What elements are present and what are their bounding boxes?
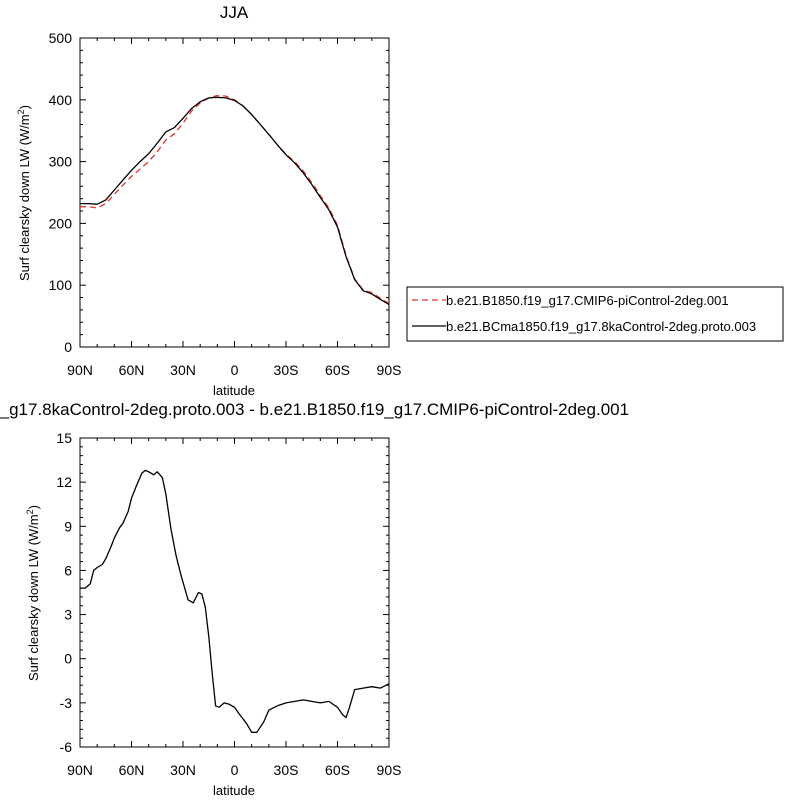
bottom-x-tick-label: 0: [231, 762, 239, 778]
top-x-ticks: 90N 60N 30N 0 30S 60S 90S: [67, 38, 401, 378]
bottom-x-axis-label: latitude: [213, 783, 255, 798]
top-y-tick-label: 0: [64, 339, 72, 355]
top-y-tick-label: 500: [49, 30, 73, 46]
top-y-axis-label-sup: 2: [16, 109, 26, 114]
bottom-y-tick-label: -6: [60, 739, 73, 755]
bottom-y-tick-label: 15: [56, 430, 72, 446]
top-x-tick-label: 60N: [119, 362, 145, 378]
top-y-ticks: 0 100 200 300 400 500: [49, 30, 389, 355]
top-series: [80, 94, 390, 305]
bottom-x-tick-label: 60N: [119, 762, 145, 778]
bottom-y-tick-label: 0: [64, 651, 72, 667]
top-chart-title: JJA: [220, 3, 249, 22]
top-x-tick-label: 30N: [170, 362, 196, 378]
top-y-axis-label: Surf clearsky down LW (W/m2): [16, 105, 32, 281]
legend-label-piControl: b.e21.B1850.f19_g17.CMIP6-piControl-2deg…: [446, 293, 729, 308]
bottom-x-tick-label: 60S: [325, 762, 350, 778]
legend: b.e21.B1850.f19_g17.CMIP6-piControl-2deg…: [406, 286, 784, 342]
top-x-tick-label: 0: [231, 362, 239, 378]
bottom-y-axis-label: Surf clearsky down LW (W/m2): [25, 505, 41, 681]
bottom-x-tick-label: 30S: [274, 762, 299, 778]
legend-box: [406, 286, 784, 342]
bottom-y-axis-label-sup: 2: [25, 509, 35, 514]
bottom-y-tick-label: 9: [64, 518, 72, 534]
bottom-series-line-1: [80, 469, 390, 733]
top-x-tick-label: 90N: [67, 362, 93, 378]
bottom-x-ticks: 90N 60N 30N 0 30S 60S 90S: [67, 438, 401, 778]
bottom-chart-title: b.e21.BCma1850.f19_g17.8kaControl-2deg.p…: [0, 400, 629, 419]
legend-label-8kaControl: b.e21.BCma1850.f19_g17.8kaControl-2deg.p…: [446, 319, 756, 334]
top-plot-frame: [79, 37, 390, 348]
bottom-y-tick-label: 3: [64, 607, 72, 623]
bottom-y-tick-label: -3: [60, 695, 73, 711]
bottom-plot-frame: [79, 437, 390, 748]
bottom-y-tick-label: 12: [56, 474, 72, 490]
bottom-y-ticks: -6 -3 0 3 6 9 12 15: [56, 430, 389, 755]
top-x-tick-label: 30S: [274, 362, 299, 378]
top-x-tick-label: 60S: [325, 362, 350, 378]
top-y-tick-label: 400: [49, 92, 73, 108]
bottom-x-tick-label: 90N: [67, 762, 93, 778]
top-x-tick-label: 90S: [377, 362, 402, 378]
bottom-x-tick-label: 30N: [170, 762, 196, 778]
top-panel: JJA 0 100 200 300 400 500 90N 60N 30N 0 30S 60S 90S…: [16, 3, 401, 398]
bottom-series: [80, 469, 390, 733]
bottom-y-tick-label: 6: [64, 562, 72, 578]
top-x-axis-label: latitude: [213, 383, 255, 398]
bottom-panel: b.e21.BCma1850.f19_g17.8kaControl-2deg.p…: [0, 400, 629, 798]
top-y-tick-label: 100: [49, 277, 73, 293]
top-series-line-2: [80, 96, 390, 305]
top-y-tick-label: 200: [49, 215, 73, 231]
bottom-x-tick-label: 90S: [377, 762, 402, 778]
top-series-line-1: [80, 94, 390, 305]
top-y-tick-label: 300: [49, 154, 73, 170]
